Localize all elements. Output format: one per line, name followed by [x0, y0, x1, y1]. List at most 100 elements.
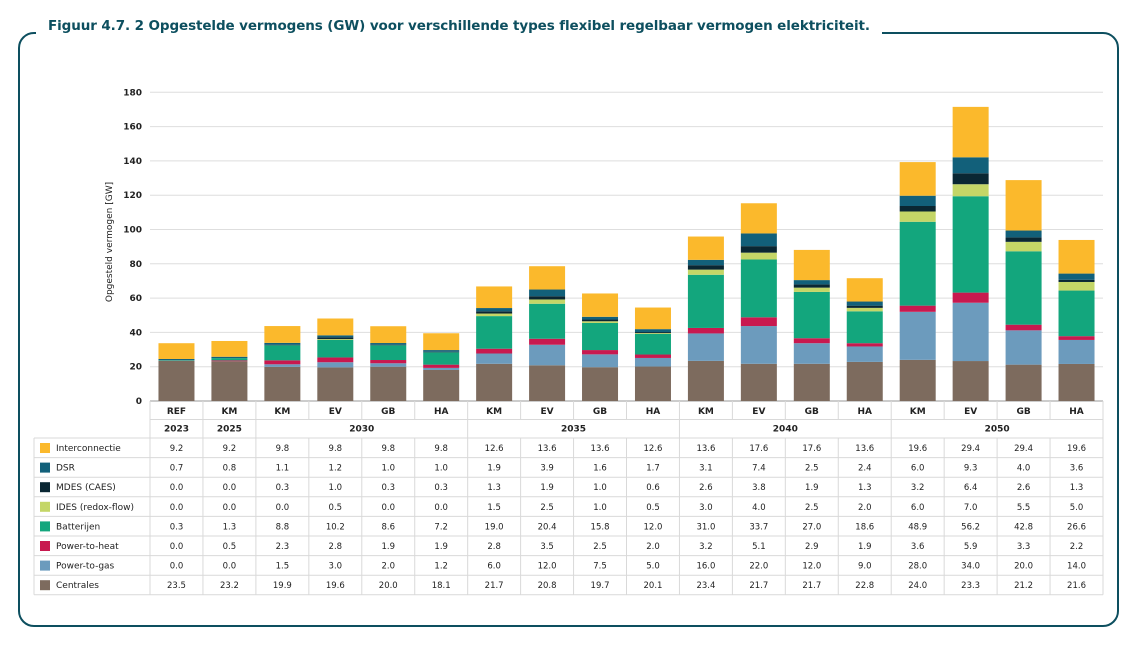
- table-cell: 1.5: [487, 503, 501, 513]
- table-cell: 0.6: [646, 483, 660, 493]
- table-cell: 19.7: [591, 581, 610, 591]
- table-cell: 15.8: [591, 522, 610, 532]
- table-cell: 2.6: [1017, 483, 1031, 493]
- bar-segment: [899, 311, 936, 360]
- table-cell: 2.9: [805, 542, 819, 552]
- bar-segment: [846, 311, 883, 344]
- bar-segment: [899, 221, 936, 306]
- table-cell: 6.4: [964, 483, 978, 493]
- year-label: 2030: [349, 425, 374, 435]
- table-cell: 1.3: [487, 483, 501, 493]
- table-cell: 19.6: [908, 444, 927, 454]
- table-cell: 48.9: [908, 522, 927, 532]
- table-cell: 13.6: [855, 444, 874, 454]
- bar-segment: [476, 348, 513, 354]
- table-cell: 0.3: [276, 483, 290, 493]
- bar-segment: [158, 360, 195, 401]
- table-cell: 0.5: [329, 503, 343, 513]
- category-label: HA: [858, 407, 873, 417]
- category-label: HA: [646, 407, 661, 417]
- y-tick-label: 80: [129, 260, 142, 270]
- bar-segment: [952, 173, 989, 185]
- table-cell: 6.0: [911, 464, 925, 474]
- category-label: REF: [167, 407, 186, 417]
- table-cell: 0.5: [223, 542, 237, 552]
- table-cell: 2.5: [540, 503, 554, 513]
- table-cell: 2.0: [646, 542, 660, 552]
- bar-segment: [264, 326, 301, 343]
- table-cell: 18.6: [855, 522, 874, 532]
- figure-title: Figuur 4.7. 2 Opgestelde vermogens (GW) …: [36, 18, 882, 34]
- y-tick-label: 160: [123, 123, 142, 133]
- table-cell: 23.2: [220, 581, 239, 591]
- bar-segment: [423, 351, 460, 353]
- bar-segment: [899, 359, 936, 401]
- y-axis-label: Opgesteld vermogen [GW]: [105, 182, 115, 302]
- bar-segment: [211, 358, 248, 361]
- legend-label: Batterijen: [56, 522, 100, 532]
- bar-segment: [634, 357, 671, 367]
- table-cell: 1.2: [434, 562, 448, 572]
- table-cell: 4.0: [1017, 464, 1031, 474]
- table-cell: 14.0: [1067, 562, 1086, 572]
- bar-segment: [264, 360, 301, 365]
- table-cell: 17.6: [749, 444, 768, 454]
- table-cell: 9.8: [434, 444, 448, 454]
- bar-segment: [370, 326, 407, 344]
- table-cell: 7.0: [964, 503, 978, 513]
- category-label: EV: [964, 407, 977, 417]
- legend-label: IDES (redox-flow): [56, 503, 134, 513]
- table-cell: 3.0: [329, 562, 343, 572]
- bar-segment: [952, 196, 989, 293]
- bar-segment: [899, 206, 936, 212]
- y-tick-label: 140: [123, 157, 142, 167]
- table-cell: 21.7: [749, 581, 768, 591]
- table-cell: 24.0: [908, 581, 927, 591]
- bar-segment: [264, 344, 301, 346]
- bar-segment: [423, 369, 460, 401]
- table-cell: 0.0: [434, 503, 448, 513]
- bar-segment: [846, 361, 883, 401]
- legend-label: Interconnectie: [56, 444, 121, 454]
- table-cell: 9.2: [170, 444, 184, 454]
- bar-segment: [740, 233, 777, 247]
- table-cell: 26.6: [1067, 522, 1086, 532]
- table-cell: 0.7: [170, 464, 184, 474]
- table-cell: 23.5: [167, 581, 186, 591]
- legend-swatch: [40, 560, 50, 571]
- table-cell: 2.5: [593, 542, 607, 552]
- table-cell: 12.0: [538, 562, 557, 572]
- bar-segment: [1005, 180, 1042, 231]
- bar-segment: [1005, 237, 1042, 242]
- bar-segment: [317, 335, 354, 338]
- bar-segment: [582, 316, 619, 320]
- table-cell: 5.1: [752, 542, 766, 552]
- bar-segment: [317, 367, 354, 401]
- bar-segment: [317, 339, 354, 358]
- bar-segment: [740, 246, 777, 253]
- bar-segment: [1005, 230, 1042, 238]
- bar-segment: [582, 354, 619, 368]
- bar-segment: [370, 360, 407, 364]
- bar-segment: [687, 259, 724, 266]
- bar-segment: [158, 343, 195, 359]
- legend-label: DSR: [56, 464, 75, 474]
- bar-segment: [687, 269, 724, 275]
- table-cell: 19.6: [1067, 444, 1086, 454]
- bar-segment: [529, 299, 566, 304]
- table-cell: 0.0: [170, 503, 184, 513]
- year-label: 2050: [985, 425, 1010, 435]
- table-cell: 2.4: [858, 464, 872, 474]
- category-label: EV: [752, 407, 765, 417]
- table-cell: 21.6: [1067, 581, 1086, 591]
- table-cell: 0.0: [170, 542, 184, 552]
- bar-segment: [476, 313, 513, 317]
- table-cell: 6.0: [911, 503, 925, 513]
- bar-segment: [370, 343, 407, 345]
- table-cell: 4.0: [752, 503, 766, 513]
- table-cell: 1.9: [434, 542, 448, 552]
- bar-segment: [846, 278, 883, 302]
- year-label: 2025: [217, 425, 242, 435]
- bar-segment: [634, 329, 671, 333]
- table-cell: 9.3: [964, 464, 978, 474]
